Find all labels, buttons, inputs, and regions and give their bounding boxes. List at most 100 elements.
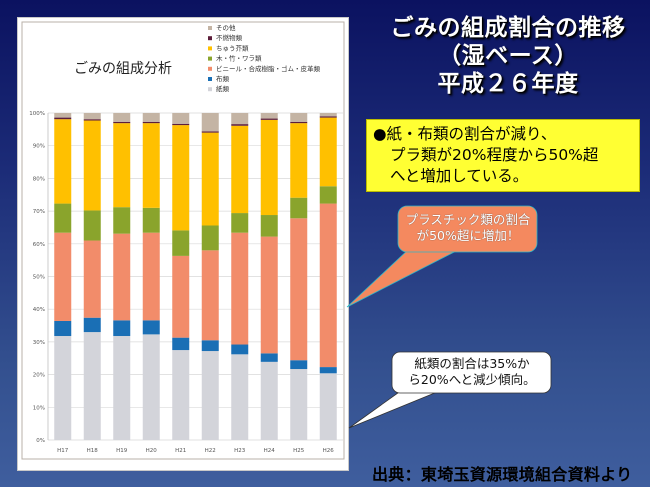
y-tick-label: 90%: [33, 144, 45, 150]
slide-title-line-1: ごみの組成割合の推移: [390, 15, 626, 41]
bar-segment: [260, 353, 278, 362]
bar-stack-H20: [142, 113, 160, 440]
bar-segment: [54, 113, 72, 118]
callout-paper-text: 紙類の割合は35%か ら20%へと減少傾向。: [408, 356, 536, 387]
legend-swatch: [208, 87, 212, 92]
bar-segment: [113, 233, 131, 321]
bar-segment: [113, 121, 131, 124]
legend-swatch: [208, 36, 212, 41]
legend-label: 紙類: [216, 84, 230, 93]
bar-segment: [201, 340, 219, 352]
bar-segment: [290, 123, 308, 198]
highlight-line-3: へと増加している。: [390, 167, 529, 185]
legend-swatch: [208, 46, 212, 51]
bar-segment: [172, 230, 190, 256]
bar-segment: [54, 119, 72, 204]
bar-segment: [201, 132, 219, 226]
highlight-line-1: ●紙・布類の割合が減り、: [373, 125, 557, 143]
bar-stack-H21: [172, 113, 190, 440]
plot-frame: [21, 21, 345, 460]
bar-segment: [54, 232, 72, 321]
bar-segment: [260, 119, 278, 216]
bar-segment: [231, 213, 249, 233]
bar-stack-H18: [83, 113, 101, 440]
legend-label: ちゅう芥類: [216, 43, 249, 52]
y-tick-label: 0%: [36, 438, 45, 444]
y-tick-label: 70%: [33, 209, 45, 215]
bullet-icon: ●: [373, 125, 387, 143]
bar-segment: [142, 123, 160, 208]
legend-swatch: [208, 66, 212, 71]
bar-segment: [54, 336, 72, 440]
bar-segment: [142, 320, 160, 335]
bar-segment: [201, 225, 219, 251]
bar-segment: [113, 207, 131, 234]
bar-stack-H25: [290, 113, 308, 440]
y-tick-label: 20%: [33, 373, 45, 379]
bar-segment: [113, 320, 131, 337]
bar-segment: [142, 207, 160, 233]
legend-label: ビニール・合成樹脂・ゴム・皮革類: [216, 64, 321, 73]
x-axis-ticks: H17 H18 H19 H20 H21 H22 H23 H24 H25 H26: [57, 448, 334, 454]
slide-title-line-2: （湿ベース）: [438, 43, 578, 69]
bar-segment: [83, 119, 101, 121]
x-tick-label: H18: [87, 448, 99, 454]
chart-title: ごみの組成分析: [74, 61, 172, 77]
bar-segment: [260, 113, 278, 119]
bar-segment: [83, 332, 101, 440]
callout-plastic: [346, 205, 538, 308]
bar-segment: [172, 113, 190, 124]
callout-paper: [348, 351, 552, 429]
x-tick-label: H22: [205, 448, 216, 454]
bar-segment: [290, 113, 308, 122]
bar-segment: [231, 113, 249, 125]
bar-segment: [319, 116, 337, 118]
bar-segment: [231, 124, 249, 126]
bar-segment: [231, 344, 249, 355]
bar-stack-H19: [113, 113, 131, 440]
bar-segment: [319, 113, 337, 117]
highlight-line-2: プラ類が20%程度から50%超: [390, 146, 599, 164]
y-tick-label: 40%: [33, 307, 45, 313]
bar-segment: [231, 232, 249, 345]
callout-plastic-body: [397, 205, 538, 253]
y-axis-ticks: 0% 10% 20% 30% 40% 50% 60% 70% 80% 90% 100%: [29, 111, 45, 444]
x-tick-label: H24: [264, 448, 276, 454]
bar-segment: [54, 320, 72, 337]
chart-panel: ごみの組成分析 その他 不燃物類 ちゅう芥類 木・竹・ワラ類 ビニール・合成樹脂・ゴム・…: [17, 17, 349, 471]
bar-segment: [172, 125, 190, 231]
bar-segment: [54, 203, 72, 233]
x-tick-label: H17: [57, 448, 69, 454]
callout-paper-tail: [348, 389, 443, 429]
bar-segment: [231, 354, 249, 440]
y-tick-label: 100%: [29, 111, 45, 117]
bar-segment: [172, 337, 190, 351]
highlight-box: ●紙・布類の割合が減り、 プラ類が20%程度から50%超 へと増加している。: [366, 119, 640, 192]
bar-segment: [290, 197, 308, 219]
bar-segment: [260, 118, 278, 120]
x-tick-label: H20: [146, 448, 158, 454]
y-tick-label: 60%: [33, 242, 45, 248]
bar-segment: [260, 361, 278, 440]
bar-segment: [260, 215, 278, 237]
x-tick-label: H21: [175, 448, 186, 454]
legend-label: 不燃物類: [216, 33, 243, 42]
bar-segment: [290, 369, 308, 440]
bar-segment: [290, 218, 308, 361]
slide-title-line-3: 平成２６年度: [437, 71, 579, 97]
bar-segment: [290, 360, 308, 370]
legend-swatch: [208, 77, 212, 81]
bar-segment: [83, 210, 101, 241]
bar-segment: [201, 113, 219, 132]
stacked-bar-chart: ごみの組成分析 その他不燃物類ちゅう芥類木・竹・ワラ類ビニール・合成樹脂・ゴム・…: [21, 21, 345, 460]
bar-segment: [142, 334, 160, 440]
bar-segment: [142, 113, 160, 122]
bar-segment: [201, 351, 219, 440]
y-tick-label: 30%: [33, 340, 45, 346]
bar-segment: [260, 236, 278, 354]
bar-segment: [113, 123, 131, 208]
bar-segment: [83, 120, 101, 211]
bar-segment: [113, 336, 131, 440]
